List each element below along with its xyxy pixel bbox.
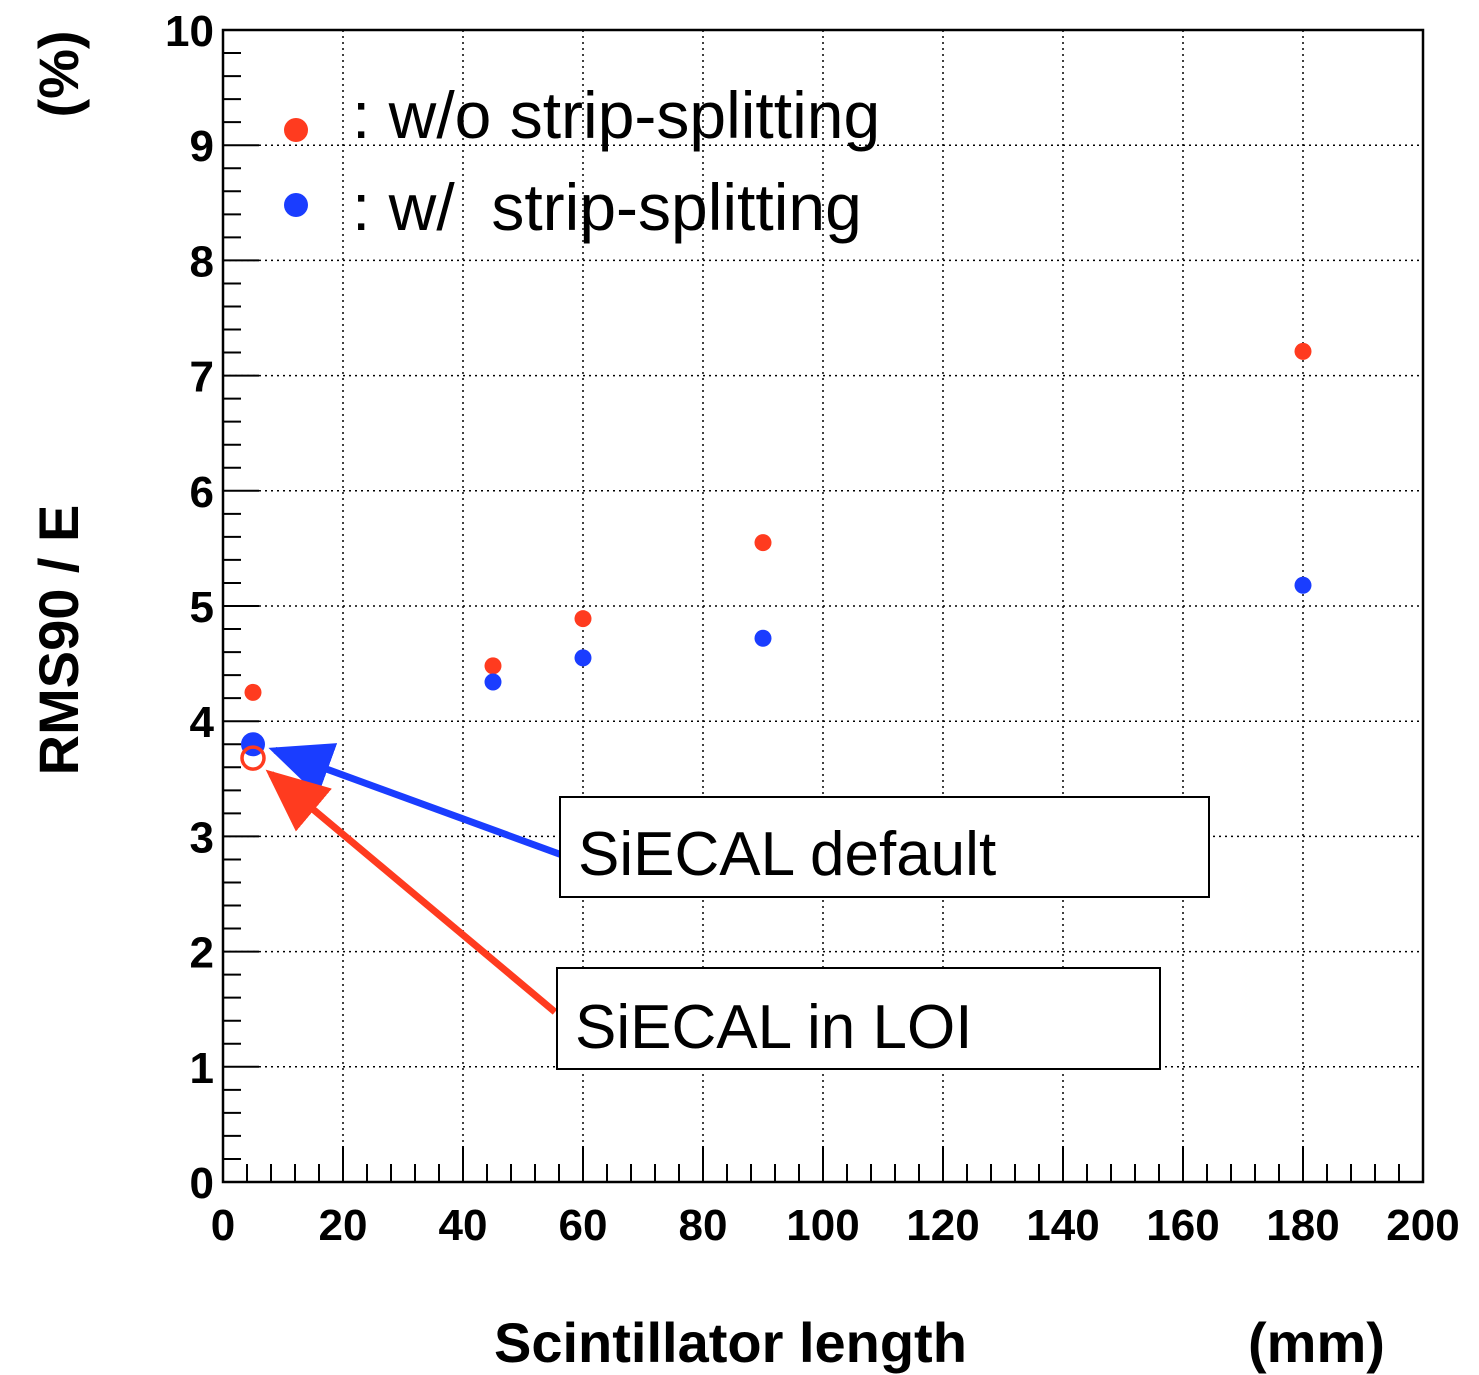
y-tick-label: 6 bbox=[190, 468, 214, 517]
data-point-series-0 bbox=[754, 534, 772, 552]
x-tick-label: 20 bbox=[319, 1201, 368, 1250]
legend-marker-red bbox=[284, 118, 308, 142]
x-axis-title: Scintillator length bbox=[494, 1311, 967, 1374]
y-tick-label: 3 bbox=[190, 813, 214, 862]
data-point-series-1 bbox=[754, 629, 772, 647]
legend: : w/o strip-splitting : w/ strip-splitti… bbox=[284, 78, 880, 244]
plot-frame bbox=[221, 28, 1425, 1184]
y-tick-label: 4 bbox=[190, 698, 215, 747]
x-tick-label: 0 bbox=[211, 1201, 235, 1250]
annotation-box-loi bbox=[556, 967, 1161, 1070]
x-tick-label: 60 bbox=[559, 1201, 608, 1250]
annotations: SiECAL default SiECAL in LOI bbox=[265, 743, 1210, 1070]
annotation-label-default: SiECAL default bbox=[578, 820, 996, 889]
data-point-series-1 bbox=[484, 673, 502, 691]
y-tick-label: 2 bbox=[190, 929, 214, 978]
data-points bbox=[240, 342, 1312, 771]
y-tick-label: 1 bbox=[190, 1044, 214, 1093]
x-tick-label: 40 bbox=[439, 1201, 488, 1250]
data-point-series-0 bbox=[244, 683, 262, 701]
legend-label-0: : w/o strip-splitting bbox=[352, 78, 880, 152]
annotation-label-loi: SiECAL in LOI bbox=[575, 993, 972, 1062]
data-point-series-0 bbox=[484, 657, 502, 675]
data-point-series-0 bbox=[574, 610, 592, 628]
annotation-box-default bbox=[559, 796, 1210, 898]
y-tick-label: 8 bbox=[190, 237, 214, 286]
y-axis-unit: (%) bbox=[27, 30, 90, 117]
legend-marker-blue bbox=[284, 193, 308, 217]
y-axis-title: RMS90 / E bbox=[27, 505, 90, 776]
data-point-series-0 bbox=[1294, 342, 1312, 360]
y-tick-label: 5 bbox=[190, 583, 214, 632]
x-tick-label: 80 bbox=[679, 1201, 728, 1250]
x-tick-label: 120 bbox=[906, 1201, 979, 1250]
y-tick-label: 7 bbox=[190, 353, 214, 402]
x-tick-label: 160 bbox=[1146, 1201, 1219, 1250]
data-point-series-1 bbox=[1294, 576, 1312, 594]
y-tick-label: 0 bbox=[190, 1159, 214, 1208]
x-tick-label: 200 bbox=[1386, 1201, 1459, 1250]
x-tick-label: 140 bbox=[1026, 1201, 1099, 1250]
annotation-arrow-default bbox=[268, 743, 564, 859]
x-tick-label: 180 bbox=[1266, 1201, 1339, 1250]
loi-open-marker bbox=[240, 745, 266, 771]
y-tick-label: 10 bbox=[165, 7, 214, 56]
tick-labels: 0 20 40 60 80 100 120 140 160 180 200 0 1 2 3 4 5 6 7 8 9 10 bbox=[165, 7, 1460, 1250]
x-axis-unit: (mm) bbox=[1248, 1311, 1385, 1374]
data-point-series-1 bbox=[574, 649, 592, 667]
y-tick-label: 9 bbox=[190, 122, 214, 171]
annotation-arrow-loi bbox=[265, 769, 558, 1015]
x-tick-label: 100 bbox=[786, 1201, 859, 1250]
legend-label-1: : w/ strip-splitting bbox=[352, 170, 862, 244]
